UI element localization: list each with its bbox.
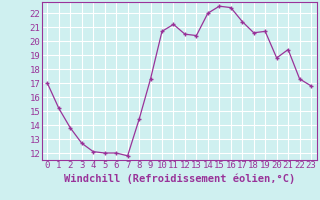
X-axis label: Windchill (Refroidissement éolien,°C): Windchill (Refroidissement éolien,°C) <box>64 173 295 184</box>
